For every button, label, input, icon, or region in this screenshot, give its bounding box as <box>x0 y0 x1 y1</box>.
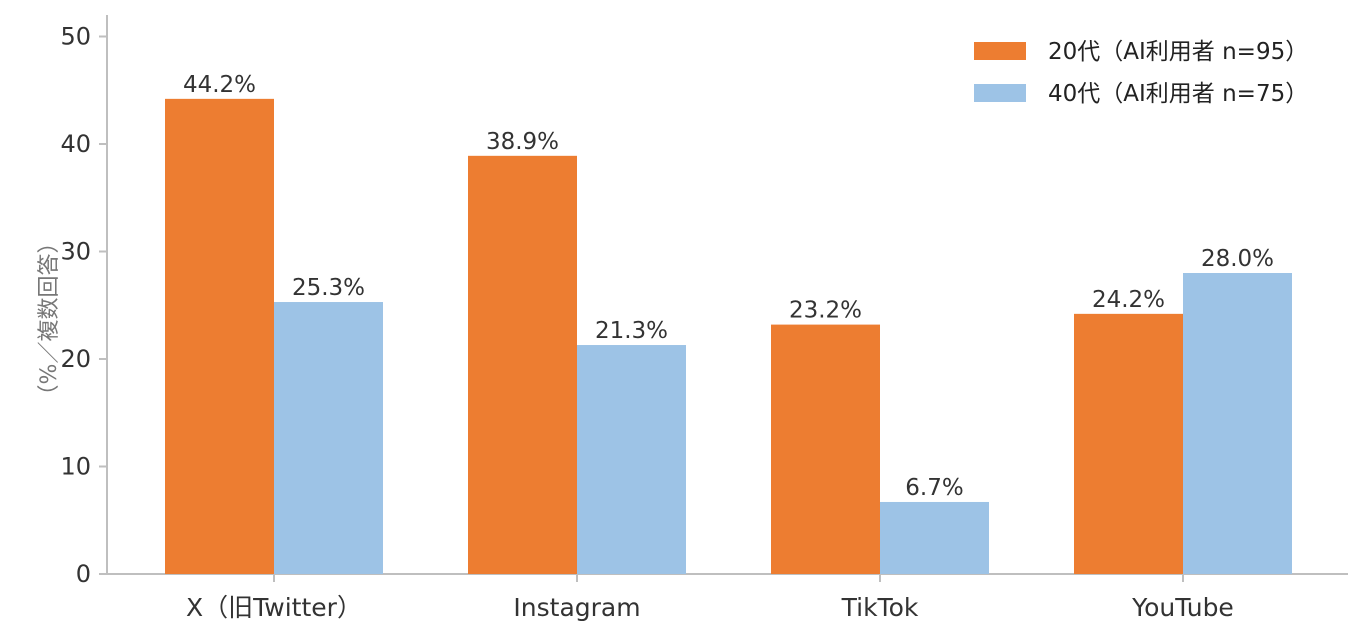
bar <box>1183 273 1292 574</box>
axes: 0 10 20 30 40 50 X（旧Twitter） Instagram TikTok You… <box>60 15 1348 622</box>
legend-label: 40代（AI利用者 n=75） <box>1048 81 1308 107</box>
y-tick-label: 40 <box>60 130 91 158</box>
y-tick-label: 0 <box>76 560 91 588</box>
x-tick-label: Instagram <box>513 593 640 622</box>
bar <box>165 98 274 574</box>
legend-label: 20代（AI利用者 n=95） <box>1048 39 1308 65</box>
y-axis-label: （%／複数回答） <box>37 232 62 407</box>
value-labels: 44.2% 38.9% 23.2% 24.2% 25.3% 21.3% 6.7% 28.0% <box>183 72 1274 501</box>
data-label: 28.0% <box>1201 246 1274 272</box>
bar <box>468 155 577 574</box>
data-label: 24.2% <box>1092 287 1165 313</box>
x-tick-label: TikTok <box>841 593 919 622</box>
y-tick-label: 20 <box>60 345 91 373</box>
data-label: 6.7% <box>905 475 963 501</box>
data-label: 38.9% <box>486 129 559 155</box>
bar <box>880 501 989 574</box>
y-tick-label: 50 <box>60 23 91 51</box>
data-label: 25.3% <box>292 275 365 301</box>
legend-swatch <box>974 42 1026 60</box>
bar <box>771 324 880 574</box>
bar <box>274 302 383 574</box>
data-label: 23.2% <box>789 298 862 324</box>
bar <box>1074 313 1183 574</box>
data-label: 21.3% <box>595 318 668 344</box>
y-tick-label: 30 <box>60 238 91 266</box>
x-tick-label: X（旧Twitter） <box>186 593 362 622</box>
data-label: 44.2% <box>183 72 256 98</box>
y-tick-label: 10 <box>60 453 91 481</box>
legend: 20代（AI利用者 n=95） 40代（AI利用者 n=75） <box>974 39 1308 107</box>
x-tick-label: YouTube <box>1131 593 1234 622</box>
bars <box>165 98 1292 574</box>
legend-swatch <box>974 84 1026 102</box>
bar <box>577 345 686 574</box>
